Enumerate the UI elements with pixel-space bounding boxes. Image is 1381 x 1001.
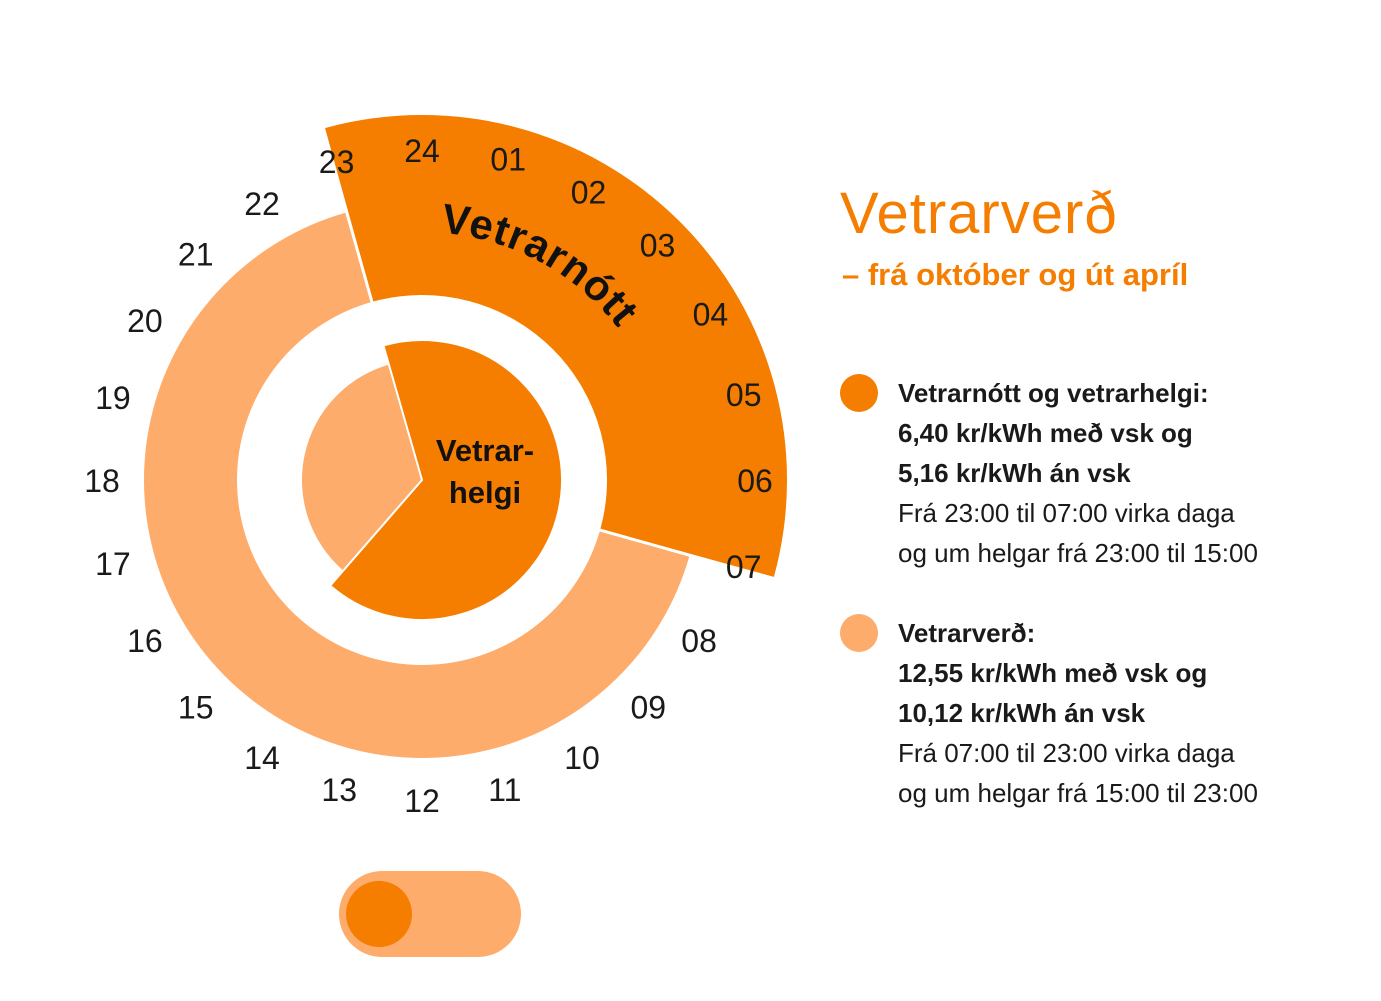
inner-pie-label-line2: helgi xyxy=(449,475,521,510)
weekday-weekend-toggle[interactable] xyxy=(339,871,521,957)
hour-label-22: 22 xyxy=(244,186,280,222)
subtitle: – frá október og út apríl xyxy=(842,257,1189,292)
legend-heading: Vetrarverð: xyxy=(898,618,1036,648)
hour-label-06: 06 xyxy=(737,463,773,499)
hour-label-13: 13 xyxy=(321,772,357,808)
inner-pie-label-line1: Vetrar- xyxy=(436,433,534,468)
hour-labels: 01 02 03 04 05 06 07 08 09 10 11 12 13 14 15 16 17 18 19 20… xyxy=(84,133,773,819)
weekend-day-pie xyxy=(302,364,422,571)
hour-label-21: 21 xyxy=(178,237,214,273)
hour-label-09: 09 xyxy=(631,689,667,725)
hour-label-23: 23 xyxy=(319,144,355,180)
title: Vetrarverð xyxy=(840,181,1118,246)
hour-label-14: 14 xyxy=(244,740,280,776)
clock-diagram: 01 02 03 04 05 06 07 08 09 10 11 12 13 14 15 16 17 18 19 20… xyxy=(84,114,787,819)
hour-label-02: 02 xyxy=(571,175,607,211)
hour-label-03: 03 xyxy=(640,228,676,264)
time-range-weekdays: Frá 07:00 til 23:00 virka daga xyxy=(898,738,1235,768)
hour-label-11: 11 xyxy=(488,772,521,808)
night-price-ring xyxy=(319,114,787,583)
price-with-vat: 12,55 kr/kWh með vsk og xyxy=(898,658,1208,688)
price-without-vat: 10,12 kr/kWh án vsk xyxy=(898,698,1146,728)
night-ring-segment xyxy=(325,114,787,577)
legend-heading: Vetrarnótt og vetrarhelgi: xyxy=(898,378,1209,408)
hour-label-12: 12 xyxy=(404,783,440,819)
weekend-day-slice xyxy=(302,364,422,571)
hour-label-04: 04 xyxy=(693,297,729,333)
light-orange-dot-icon xyxy=(840,614,878,652)
day-ring-segment xyxy=(144,212,690,758)
weekend-night-pie xyxy=(328,339,563,621)
time-range-weekends: og um helgar frá 15:00 til 23:00 xyxy=(898,778,1258,808)
hour-label-18: 18 xyxy=(84,463,120,499)
hour-label-05: 05 xyxy=(726,377,762,413)
hour-label-20: 20 xyxy=(127,303,163,339)
hour-label-15: 15 xyxy=(178,689,214,725)
hour-label-10: 10 xyxy=(564,740,600,776)
weekend-night-slice xyxy=(328,339,563,621)
hour-label-24: 24 xyxy=(404,133,440,169)
hour-label-01: 01 xyxy=(490,141,526,177)
hour-label-07: 07 xyxy=(726,549,762,585)
time-range-weekends: og um helgar frá 23:00 til 15:00 xyxy=(898,538,1258,568)
dark-orange-dot-icon xyxy=(840,374,878,412)
ring-separator-0 xyxy=(319,121,374,304)
hour-label-16: 16 xyxy=(127,623,163,659)
price-with-vat: 6,40 kr/kWh með vsk og xyxy=(898,418,1193,448)
toggle-knob[interactable] xyxy=(346,881,412,947)
price-without-vat: 5,16 kr/kWh án vsk xyxy=(898,458,1131,488)
day-price-ring xyxy=(144,212,690,758)
hour-label-19: 19 xyxy=(95,380,131,416)
hour-label-17: 17 xyxy=(95,546,131,582)
hour-label-08: 08 xyxy=(681,623,717,659)
time-range-weekdays: Frá 23:00 til 07:00 virka daga xyxy=(898,498,1235,528)
ring-separator-1 xyxy=(598,528,781,583)
